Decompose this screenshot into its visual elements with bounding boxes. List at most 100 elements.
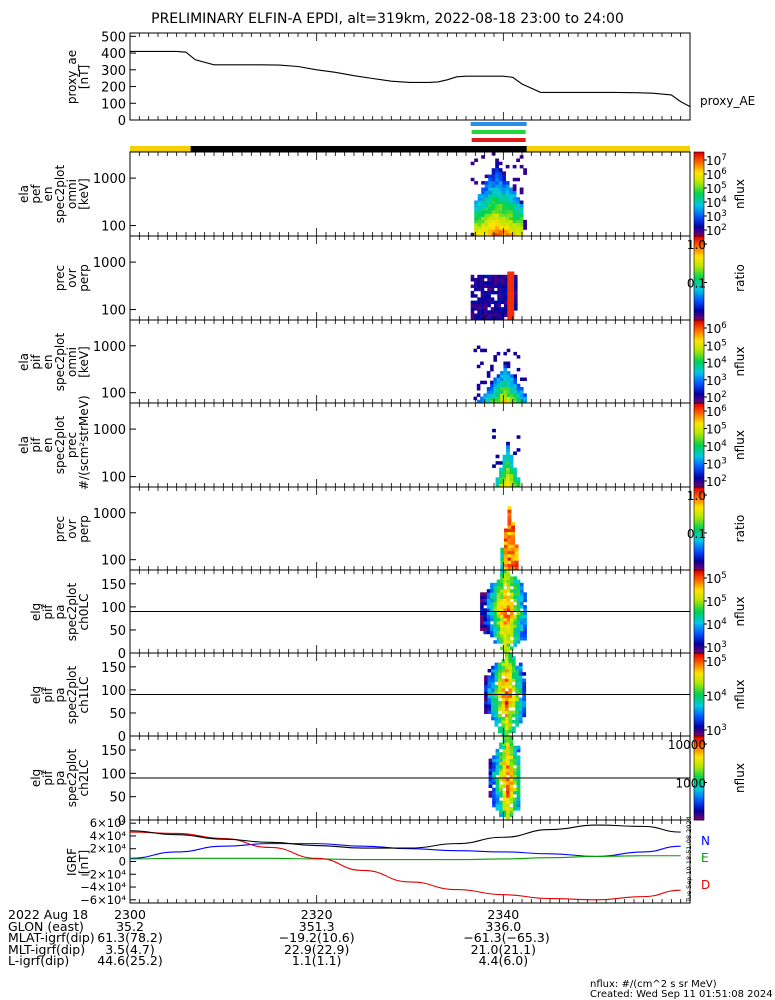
spectrogram-cell [496, 393, 501, 397]
spectrogram-cell [470, 303, 475, 308]
spectrogram-cell [500, 560, 505, 564]
spectrogram-cell [516, 586, 521, 590]
spectrogram-cell [491, 684, 495, 689]
spectrogram-cell [502, 794, 507, 798]
colorbar-step [694, 692, 704, 695]
spectrogram-cell [513, 803, 517, 808]
spectrogram-cell [496, 598, 501, 603]
spectrogram-cell [516, 206, 520, 211]
spectrogram-cell [515, 704, 520, 708]
colorbar-step [694, 466, 704, 469]
spectrogram-cell [506, 570, 511, 574]
spectrogram-cell [506, 813, 510, 817]
spectrogram-cell [495, 177, 499, 182]
spectrogram-cell [507, 538, 512, 542]
colorbar-step [694, 487, 704, 490]
spectrogram-cell [498, 720, 502, 724]
spectrogram-cell [503, 637, 507, 641]
spectrogram-cell [516, 223, 520, 227]
spectrogram-cell [491, 181, 496, 185]
spectrogram-cell [508, 669, 513, 673]
colorbar-step [694, 212, 704, 216]
colorbar-step [694, 700, 704, 704]
spectrogram-cell [499, 483, 503, 488]
spectrogram-cell [504, 684, 509, 689]
spectrogram-cell [516, 226, 520, 230]
spectrogram-cell [498, 691, 502, 695]
spectrogram-cell [520, 633, 524, 638]
spectrogram-cell [486, 374, 491, 378]
spectrogram-cell [481, 226, 485, 230]
spectrogram-cell [513, 387, 517, 391]
proxy-ae-ytick-label: 300 [101, 64, 126, 79]
spectrogram-cell [515, 665, 520, 670]
spectrogram-cell [513, 640, 517, 644]
spectrogram-cell [507, 512, 512, 516]
spectrogram-cell [490, 313, 495, 317]
spectrogram-cell [495, 797, 500, 801]
spectrogram-cell [487, 274, 491, 279]
spectrogram-cell [516, 483, 521, 488]
spectrogram-cell [510, 633, 514, 638]
colorbar-step [694, 677, 704, 681]
colorbar-step [694, 183, 704, 186]
spectrogram-cell [498, 181, 503, 185]
spectrogram-cell [495, 203, 499, 208]
spectrogram-cell [495, 483, 500, 488]
spectrogram-cell [500, 630, 504, 635]
spectrogram-cell [500, 281, 505, 285]
spectrogram-cell [506, 617, 511, 622]
spectrogram-cell [513, 781, 517, 785]
spectrogram-cell [509, 210, 513, 214]
spectrogram-cell [495, 216, 499, 221]
colorbar-step [694, 315, 704, 319]
spectrogram-cell [518, 662, 523, 667]
spectrogram-cell [496, 633, 501, 638]
spectrogram-cell [505, 194, 510, 198]
spectrogram-cell [498, 197, 503, 201]
spectrogram-cell [509, 765, 514, 769]
spectrogram-cell [508, 713, 513, 718]
spectrogram-cell [499, 477, 503, 481]
spectrogram-cell [495, 454, 500, 459]
spectrogram-cell [498, 174, 503, 179]
panel-ytick-label: 1000 [93, 256, 126, 271]
spectrogram-cell [510, 646, 514, 651]
colorbar-tick-label: 1.0 [687, 489, 706, 503]
spectrogram-cell [498, 684, 502, 689]
spectrogram-cell [488, 213, 492, 217]
spectrogram-cell [515, 707, 520, 711]
colorbar-step [694, 470, 704, 473]
spectrogram-cell [486, 390, 491, 394]
spectrogram-cell [498, 213, 503, 217]
spectrogram-cell [495, 223, 499, 227]
spectrogram-cell [490, 364, 494, 369]
spectrogram-cell [474, 226, 478, 230]
spectrogram-cell [484, 184, 489, 188]
spectrogram-cell [494, 678, 499, 682]
spectrogram-cell [497, 310, 501, 314]
spectrogram-cell [509, 748, 514, 753]
panel-ytick-label: 1000 [93, 423, 126, 438]
spectrogram-cell [515, 697, 520, 702]
spectrogram-cell [495, 174, 499, 179]
colorbar-step [694, 164, 704, 168]
colorbar-step [694, 511, 704, 515]
spectrogram-cell [486, 605, 491, 609]
spectrogram-cell [519, 164, 524, 169]
spectrogram-cell [500, 396, 504, 401]
spectrogram-cell [506, 736, 510, 740]
spectrogram-cell [486, 589, 491, 593]
spectrogram-cell [503, 393, 507, 397]
spectrogram-cell [500, 399, 504, 404]
spectrogram-cell [522, 691, 527, 695]
spectrogram-cell [474, 300, 478, 305]
spectrogram-cell [490, 605, 494, 609]
colorbar-step [694, 309, 704, 312]
spectrogram-cell [498, 210, 503, 214]
spectrogram-cell [504, 294, 508, 298]
spectrogram-cell [496, 595, 501, 599]
